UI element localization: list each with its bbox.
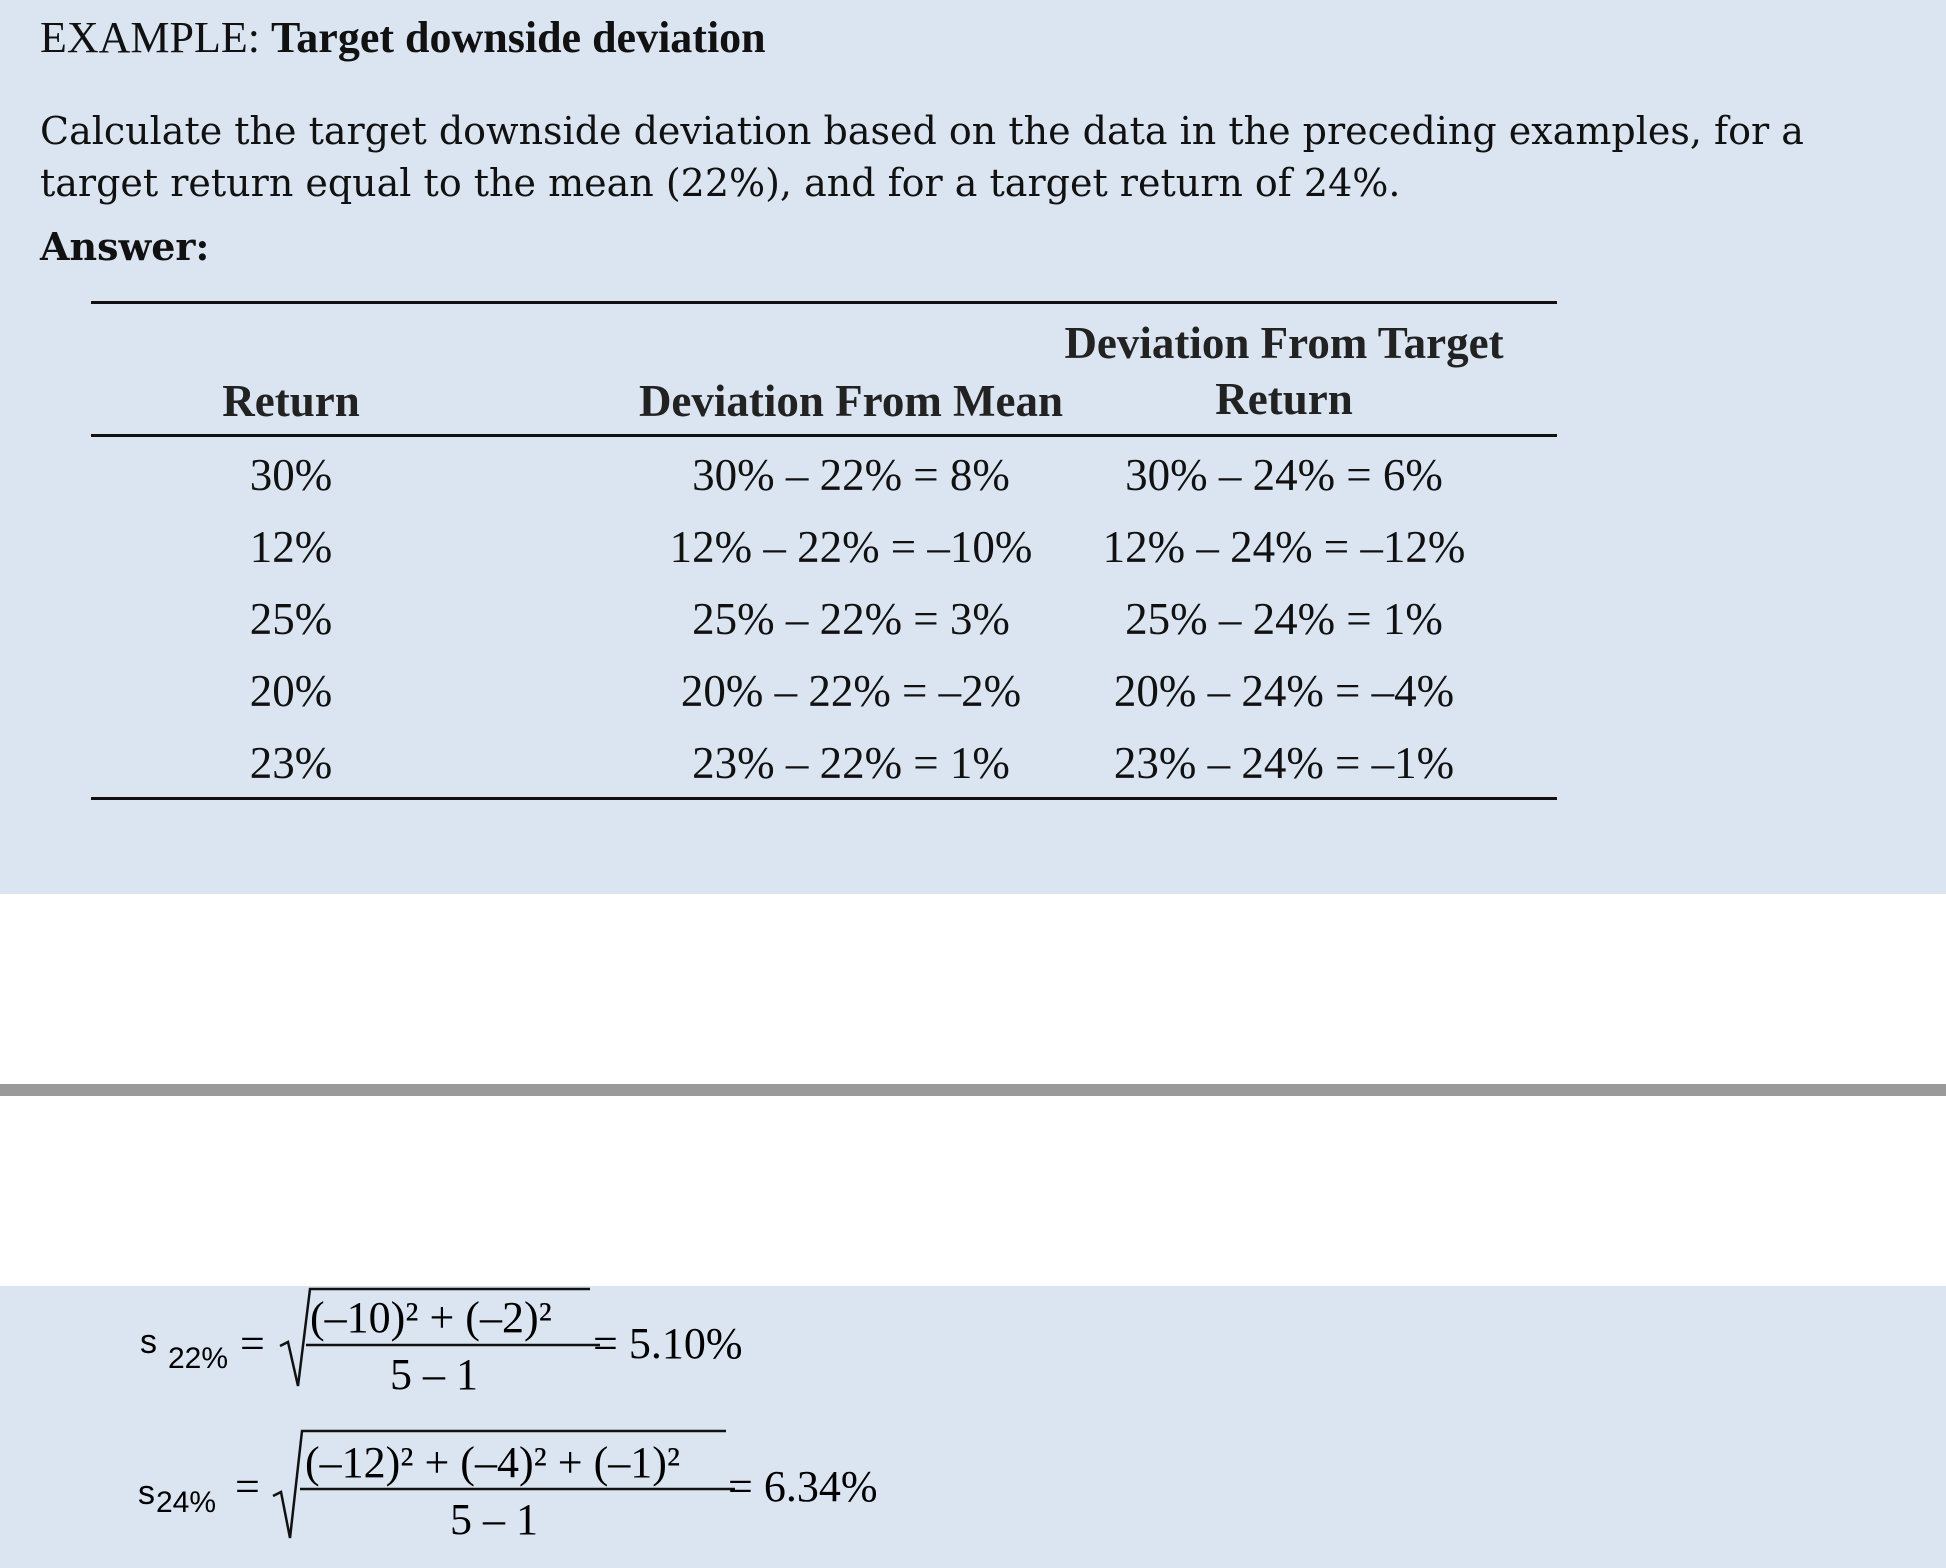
header-deviation-from-mean: Deviation From Mean [638, 376, 1064, 426]
example-title: EXAMPLE: Target downside deviation [40, 12, 766, 63]
formula-denominator: 5 – 1 [390, 1350, 478, 1399]
table-bottom-rule [91, 797, 1557, 800]
formula-result: = 5.10% [593, 1319, 742, 1368]
header-return: Return [222, 376, 360, 426]
formula-panel: s 22% = (–10)² + (–2)² 5 – 1 = 5.10% s 2… [0, 1286, 1946, 1568]
cell-return: 20% [249, 666, 333, 716]
table-row: 30% 30% – 22% = 8% 30% – 24% = 6% [91, 439, 1557, 511]
formula-equals: = [235, 1462, 260, 1511]
cell-return: 12% [249, 522, 333, 572]
formula-denominator: 5 – 1 [450, 1495, 538, 1544]
cell-deviation-from-mean: 25% – 22% = 3% [692, 594, 1010, 644]
header-deviation-from-target-line2: Return [1215, 374, 1353, 424]
cell-return: 23% [249, 738, 333, 788]
formula-s24: s 24% = (–12)² + (–4)² + (–1)² 5 – 1 = 6… [138, 1429, 877, 1544]
cell-deviation-from-target: 12% – 24% = –12% [1102, 522, 1466, 572]
cell-deviation-from-mean: 30% – 22% = 8% [692, 450, 1010, 500]
table-top-rule [91, 301, 1557, 304]
formula-numerator: (–10)² + (–2)² [310, 1293, 552, 1342]
table-row: 20% 20% – 22% = –2% 20% – 24% = –4% [91, 655, 1557, 727]
cell-return: 25% [249, 594, 333, 644]
cell-deviation-from-target: 25% – 24% = 1% [1125, 594, 1443, 644]
formula-result: = 6.34% [728, 1462, 877, 1511]
cell-deviation-from-mean: 23% – 22% = 1% [692, 738, 1010, 788]
formula-symbol: s [140, 1323, 157, 1361]
cell-deviation-from-target: 30% – 24% = 6% [1125, 450, 1443, 500]
formula-symbol: s [138, 1474, 155, 1512]
table-row: 23% 23% – 22% = 1% 23% – 24% = –1% [91, 727, 1557, 799]
radical-sign [279, 1287, 590, 1387]
example-prefix: EXAMPLE: [40, 13, 260, 62]
header-deviation-from-target-line1: Deviation From Target [1064, 318, 1504, 368]
deviation-table: Return Deviation From Mean Deviation Fro… [91, 301, 1557, 801]
header-deviation-from-target: Deviation From Target Return [1011, 315, 1557, 427]
table-row: 12% 12% – 22% = –10% 12% – 24% = –12% [91, 511, 1557, 583]
cell-deviation-from-target: 23% – 24% = –1% [1113, 738, 1455, 788]
section-divider [0, 1084, 1946, 1096]
table-header-rule [91, 434, 1557, 437]
example-title-text: Target downside deviation [271, 13, 766, 62]
formula-s22: s 22% = (–10)² + (–2)² 5 – 1 = 5.10% [140, 1287, 742, 1399]
radical-sign [272, 1429, 726, 1539]
formula-numerator: (–12)² + (–4)² + (–1)² [305, 1438, 680, 1487]
formula-subscript: 24% [156, 1486, 216, 1519]
table-row: 25% 25% – 22% = 3% 25% – 24% = 1% [91, 583, 1557, 655]
cell-deviation-from-target: 20% – 24% = –4% [1113, 666, 1455, 716]
cell-deviation-from-mean: 12% – 22% = –10% [669, 522, 1033, 572]
example-panel: EXAMPLE: Target downside deviation Calcu… [0, 0, 1946, 894]
formula-equals: = [240, 1319, 265, 1368]
question-text: Calculate the target downside deviation … [40, 109, 1804, 205]
cell-deviation-from-mean: 20% – 22% = –2% [680, 666, 1022, 716]
answer-label: Answer: [40, 224, 210, 269]
cell-return: 30% [249, 450, 333, 500]
formula-subscript: 22% [168, 1342, 228, 1375]
